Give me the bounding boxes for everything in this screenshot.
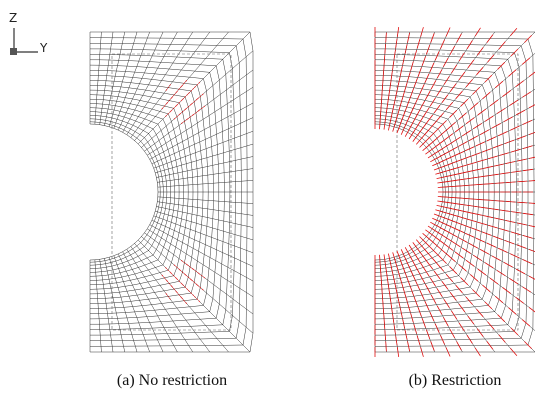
caption: (b) Restriction xyxy=(409,372,502,389)
meshes xyxy=(90,27,535,357)
axis-triad: Z Y xyxy=(9,11,48,55)
y-label: Y xyxy=(39,41,48,55)
caption: (a) No restriction xyxy=(117,372,227,389)
mesh xyxy=(90,32,253,352)
axis-origin xyxy=(10,48,17,55)
figure: Z Y (a) No restriction (b) Restriction xyxy=(0,0,535,410)
page: Z Y (a) No restriction (b) Restriction (… xyxy=(0,0,535,410)
z-label: Z xyxy=(9,11,17,25)
